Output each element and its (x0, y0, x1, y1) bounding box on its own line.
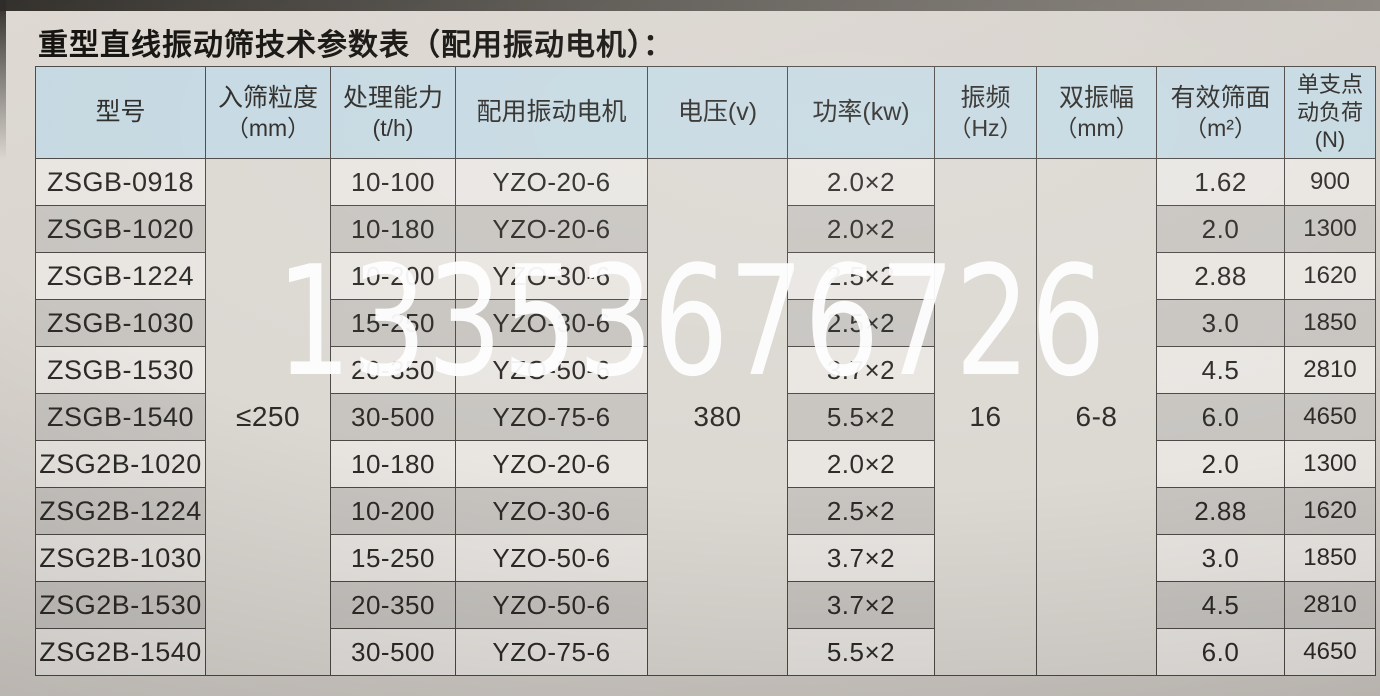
cell-capacity: 10-180 (330, 205, 456, 253)
cell-area: 2.0 (1156, 205, 1285, 253)
col-header-load: 单支点 动负荷(N) (1284, 66, 1376, 159)
table-row: ZSGB-1540 30-500 YZO-75-6 5.5×2 6.0 4650 (35, 393, 1376, 441)
cell-motor: YZO-20-6 (455, 205, 648, 253)
cell-load: 1620 (1284, 487, 1376, 535)
cell-power: 3.7×2 (787, 534, 935, 582)
cell-area: 3.0 (1156, 534, 1285, 582)
cell-capacity: 10-200 (330, 252, 456, 300)
cell-power: 5.5×2 (787, 628, 935, 676)
cell-load: 4650 (1284, 393, 1376, 441)
cell-motor: YZO-20-6 (455, 440, 648, 488)
col-header-capacity: 处理能力 (t/h) (330, 66, 456, 159)
table-row: ZSG2B-1224 10-200 YZO-30-6 2.5×2 2.88 1620 (35, 487, 1376, 535)
table-row: ZSGB-0918 ≤250 10-100 YZO-20-6 380 2.0×2 16 6-8… (35, 158, 1376, 676)
cell-load: 1300 (1284, 440, 1376, 488)
table-row: ZSG2B-1030 15-250 YZO-50-6 3.7×2 3.0 1850 (35, 534, 1376, 582)
cell-load: 1300 (1284, 205, 1376, 253)
cell-model: ZSG2B-1020 (35, 440, 206, 488)
col-header-model: 型号 (35, 66, 206, 159)
cell-area: 2.88 (1156, 252, 1285, 300)
col-header-voltage: 电压(v) (647, 66, 788, 159)
cell-load: 1850 (1284, 534, 1376, 582)
cell-load: 1850 (1284, 299, 1376, 347)
cell-power: 2.0×2 (787, 158, 935, 206)
cell-power: 2.5×2 (787, 252, 935, 300)
cell-power: 2.0×2 (787, 205, 935, 253)
cell-motor: YZO-30-6 (455, 299, 648, 347)
cell-area: 6.0 (1156, 628, 1285, 676)
cell-motor: YZO-20-6 (455, 158, 648, 206)
cell-area: 1.62 (1156, 158, 1285, 206)
cell-power: 2.5×2 (787, 487, 935, 535)
cell-capacity: 15-250 (330, 299, 456, 347)
cell-freq: 16 (934, 158, 1037, 676)
cell-load: 900 (1284, 158, 1376, 206)
cell-capacity: 20-350 (330, 581, 456, 629)
cell-load: 2810 (1284, 581, 1376, 629)
cell-area: 4.5 (1156, 581, 1285, 629)
cell-load: 2810 (1284, 346, 1376, 394)
table-row: ZSGB-1030 15-250 YZO-30-6 2.5×2 3.0 1850 (35, 299, 1376, 347)
cell-capacity: 30-500 (330, 393, 456, 441)
photo-top-edge (0, 0, 1380, 11)
spec-table: 型号 入筛粒度 （mm） 处理能力 (t/h) 配用振动电机 电压(v) 功率(kw) 振频 （H… (35, 66, 1376, 676)
cell-model: ZSG2B-1224 (35, 487, 206, 535)
table-row: ZSG2B-1020 10-180 YZO-20-6 2.0×2 2.0 1300 (35, 440, 1376, 488)
cell-motor: YZO-75-6 (455, 393, 648, 441)
cell-power: 2.5×2 (787, 299, 935, 347)
cell-model: ZSG2B-1540 (35, 628, 206, 676)
table-row: ZSGB-1530 20-350 YZO-50-6 3.7×2 4.5 2810 (35, 346, 1376, 394)
cell-load: 1620 (1284, 252, 1376, 300)
cell-motor: YZO-50-6 (455, 534, 648, 582)
col-header-freq: 振频 （Hz） (934, 66, 1037, 159)
cell-model: ZSG2B-1030 (35, 534, 206, 582)
cell-area: 4.5 (1156, 346, 1285, 394)
cell-capacity: 15-250 (330, 534, 456, 582)
cell-power: 3.7×2 (787, 346, 935, 394)
cell-power: 2.0×2 (787, 440, 935, 488)
cell-power: 3.7×2 (787, 581, 935, 629)
table-row: ZSG2B-1540 30-500 YZO-75-6 5.5×2 6.0 4650 (35, 628, 1376, 676)
cell-model: ZSG2B-1530 (35, 581, 206, 629)
cell-capacity: 10-180 (330, 440, 456, 488)
cell-motor: YZO-30-6 (455, 487, 648, 535)
cell-amp: 6-8 (1036, 158, 1157, 676)
cell-motor: YZO-30-6 (455, 252, 648, 300)
cell-model: ZSGB-0918 (35, 158, 206, 206)
cell-model: ZSGB-1530 (35, 346, 206, 394)
cell-feed: ≤250 (205, 158, 331, 676)
page-title: 重型直线振动筛技术参数表（配用振动电机）： (38, 29, 674, 62)
col-header-power: 功率(kw) (787, 66, 935, 159)
col-header-amp: 双振幅 （mm） (1036, 66, 1157, 159)
table-row: ZSG2B-1530 20-350 YZO-50-6 3.7×2 4.5 2810 (35, 581, 1376, 629)
col-header-motor: 配用振动电机 (455, 66, 648, 159)
cell-voltage: 380 (647, 158, 788, 676)
cell-load: 4650 (1284, 628, 1376, 676)
col-header-feed: 入筛粒度 （mm） (205, 66, 331, 159)
cell-area: 3.0 (1156, 299, 1285, 347)
photo-left-edge (0, 0, 6, 160)
cell-capacity: 30-500 (330, 628, 456, 676)
cell-capacity: 20-350 (330, 346, 456, 394)
cell-motor: YZO-50-6 (455, 581, 648, 629)
header-row: 型号 入筛粒度 （mm） 处理能力 (t/h) 配用振动电机 电压(v) 功率(kw) 振频 （H… (35, 66, 1376, 159)
cell-model: ZSGB-1224 (35, 252, 206, 300)
cell-model: ZSGB-1540 (35, 393, 206, 441)
cell-model: ZSGB-1030 (35, 299, 206, 347)
spec-table-body: ZSGB-0918 ≤250 10-100 YZO-20-6 380 2.0×2 16 6-8… (35, 158, 1376, 676)
cell-motor: YZO-75-6 (455, 628, 648, 676)
table-row: ZSGB-1020 10-180 YZO-20-6 2.0×2 2.0 1300 (35, 205, 1376, 253)
cell-model: ZSGB-1020 (35, 205, 206, 253)
cell-capacity: 10-100 (330, 158, 456, 206)
table-row: ZSGB-1224 10-200 YZO-30-6 2.5×2 2.88 1620 (35, 252, 1376, 300)
cell-area: 6.0 (1156, 393, 1285, 441)
col-header-area: 有效筛面 （m²） (1156, 66, 1285, 159)
cell-area: 2.0 (1156, 440, 1285, 488)
spec-table-head: 型号 入筛粒度 （mm） 处理能力 (t/h) 配用振动电机 电压(v) 功率(kw) 振频 （H… (35, 66, 1376, 159)
cell-capacity: 10-200 (330, 487, 456, 535)
cell-power: 5.5×2 (787, 393, 935, 441)
cell-area: 2.88 (1156, 487, 1285, 535)
cell-motor: YZO-50-6 (455, 346, 648, 394)
